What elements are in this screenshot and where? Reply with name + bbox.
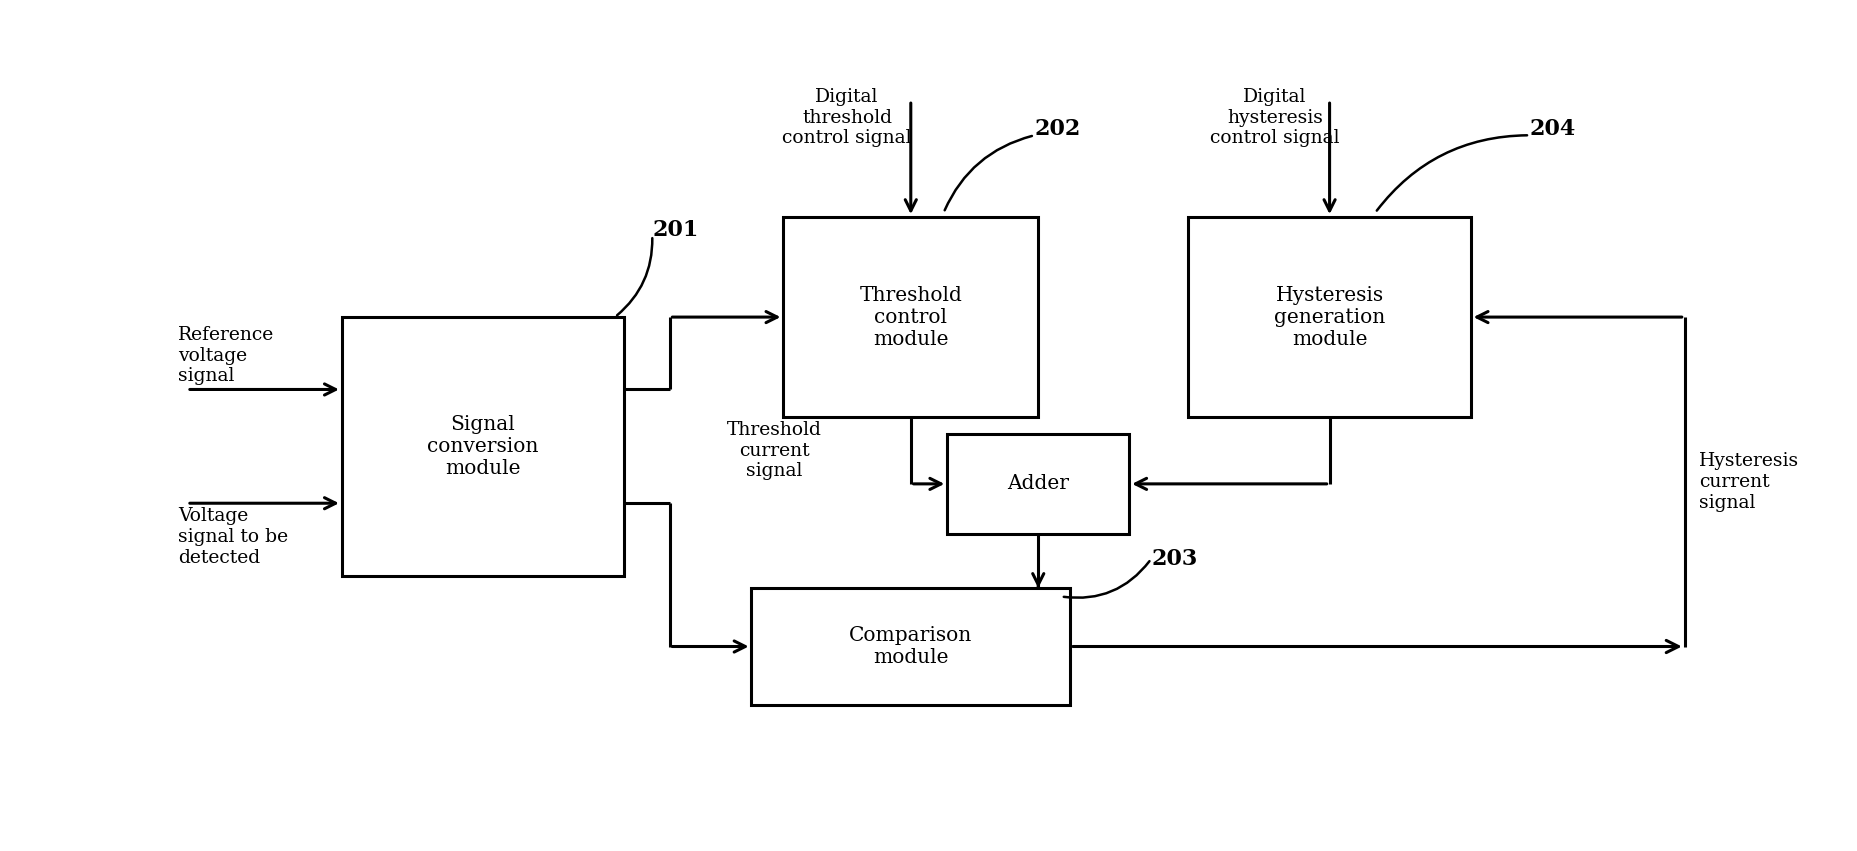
Text: Voltage
signal to be
detected: Voltage signal to be detected [178, 507, 288, 567]
Text: Hysteresis
generation
module: Hysteresis generation module [1274, 286, 1385, 349]
Text: Digital
hysteresis
control signal: Digital hysteresis control signal [1209, 88, 1339, 147]
Text: Hysteresis
current
signal: Hysteresis current signal [1699, 452, 1798, 511]
Bar [750, 588, 1070, 705]
Text: Threshold
control
module: Threshold control module [860, 286, 962, 349]
Text: 201: 201 [652, 219, 698, 241]
Text: Signal
conversion
module: Signal conversion module [427, 414, 539, 478]
Text: 204: 204 [1528, 118, 1575, 140]
Text: Comparison
module: Comparison module [849, 626, 971, 667]
Bar [784, 217, 1038, 417]
Text: Threshold
current
signal: Threshold current signal [726, 420, 821, 480]
Text: Digital
threshold
control signal: Digital threshold control signal [782, 88, 912, 147]
Bar [342, 317, 624, 575]
Text: Reference
voltage
signal: Reference voltage signal [178, 326, 275, 386]
Text: 203: 203 [1151, 548, 1196, 570]
Text: Adder: Adder [1006, 474, 1068, 494]
Bar [1188, 217, 1471, 417]
Bar [947, 434, 1129, 534]
Text: 202: 202 [1034, 118, 1081, 140]
